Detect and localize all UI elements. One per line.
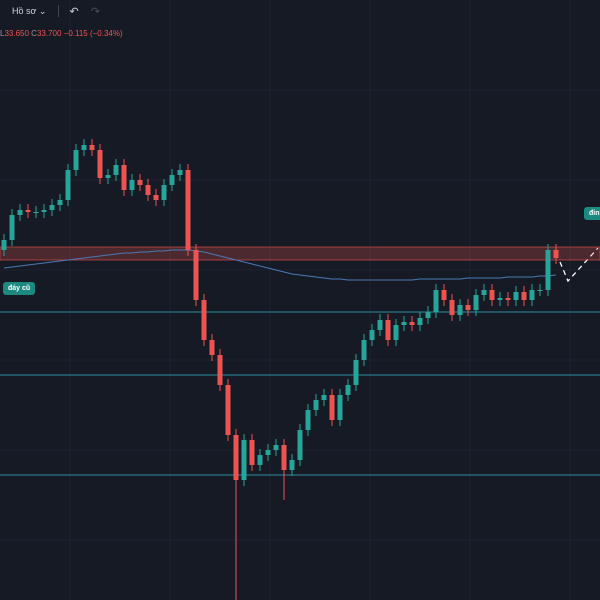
candle-body bbox=[481, 290, 487, 295]
candle-body bbox=[385, 320, 391, 340]
candle-body bbox=[129, 180, 135, 190]
resistance-zone bbox=[0, 246, 600, 261]
candle-body bbox=[401, 322, 407, 325]
candle-body bbox=[417, 318, 423, 325]
candle-body bbox=[265, 450, 271, 455]
candle-body bbox=[553, 250, 559, 258]
annotation-label[interactable]: đáy cũ bbox=[3, 282, 36, 295]
moving-average bbox=[3, 249, 557, 281]
candle-body bbox=[545, 250, 551, 290]
candle-body bbox=[369, 330, 375, 340]
candle-body bbox=[433, 290, 439, 312]
candle-body bbox=[337, 395, 343, 420]
candle-body bbox=[241, 440, 247, 480]
ohlc-legend: L33.650 C33.700 −0.115 (−0.34%) bbox=[0, 29, 123, 38]
candle-body bbox=[353, 360, 359, 385]
candle-body bbox=[177, 170, 183, 175]
close-key: C bbox=[31, 29, 37, 38]
change-value: −0.115 (−0.34%) bbox=[63, 29, 123, 38]
candle-body bbox=[105, 175, 111, 178]
candle-body bbox=[233, 435, 239, 480]
candle-body bbox=[57, 200, 63, 205]
annotation-label[interactable]: đỉnh bbox=[584, 207, 600, 220]
candle-body bbox=[9, 215, 15, 240]
candle-body bbox=[225, 385, 231, 435]
candle-body bbox=[73, 150, 79, 170]
candle-body bbox=[377, 320, 383, 330]
low-value: 33.650 bbox=[4, 29, 29, 38]
candle-body bbox=[185, 170, 191, 250]
low-key: L bbox=[0, 29, 5, 38]
candle-body bbox=[121, 165, 127, 190]
undo-button[interactable]: ↶ bbox=[69, 5, 79, 18]
candle-body bbox=[113, 165, 119, 175]
candle-body bbox=[321, 395, 327, 400]
candle-body bbox=[161, 185, 167, 200]
candle-body bbox=[257, 455, 263, 465]
candle-body bbox=[409, 322, 415, 325]
candle-body bbox=[193, 250, 199, 300]
candle-body bbox=[33, 212, 39, 213]
candle-body bbox=[361, 340, 367, 360]
candle-body bbox=[281, 445, 287, 470]
candle-body bbox=[457, 305, 463, 315]
close-value: 33.700 bbox=[36, 29, 62, 38]
projection-path bbox=[559, 247, 599, 283]
candle-body bbox=[505, 298, 511, 300]
candle-body bbox=[305, 410, 311, 430]
candle-body bbox=[393, 325, 399, 340]
divider bbox=[58, 5, 60, 17]
candle-body bbox=[249, 440, 255, 465]
candle-body bbox=[529, 290, 535, 300]
candle-body bbox=[97, 150, 103, 178]
candle-body bbox=[465, 305, 471, 310]
candle-body bbox=[89, 145, 95, 150]
profile-menu[interactable]: Hồ sơ ⌄ bbox=[12, 5, 47, 16]
candle-body bbox=[137, 180, 143, 185]
candle-body bbox=[41, 210, 47, 212]
candle-body bbox=[81, 145, 87, 150]
candle-body bbox=[201, 300, 207, 340]
candle-body bbox=[449, 300, 455, 315]
candle-body bbox=[425, 312, 431, 318]
candle-body bbox=[345, 385, 351, 395]
toolbar: Hồ sơ ⌄ ↶ ↷ bbox=[0, 0, 600, 22]
candle-body bbox=[537, 290, 543, 291]
candle-body bbox=[153, 195, 159, 200]
candle-body bbox=[521, 292, 527, 300]
candle-body bbox=[217, 355, 223, 385]
candle-body bbox=[145, 185, 151, 195]
candle-body bbox=[49, 205, 55, 210]
candle-body bbox=[297, 430, 303, 460]
candle-body bbox=[289, 460, 295, 470]
candle-body bbox=[489, 290, 495, 300]
candle-body bbox=[169, 175, 175, 185]
candle-body bbox=[1, 240, 7, 250]
profile-label: Hồ sơ bbox=[12, 5, 37, 16]
candle-body bbox=[65, 170, 71, 200]
candle-body bbox=[513, 292, 519, 300]
candle-body bbox=[329, 395, 335, 420]
candle-body bbox=[497, 298, 503, 300]
candle-body bbox=[473, 295, 479, 310]
candle-body bbox=[25, 210, 31, 212]
candle-body bbox=[273, 445, 279, 450]
candle-body bbox=[209, 340, 215, 355]
candle-body bbox=[17, 210, 23, 215]
redo-button[interactable]: ↷ bbox=[90, 5, 100, 18]
candle-body bbox=[441, 290, 447, 300]
candle-body bbox=[313, 400, 319, 410]
